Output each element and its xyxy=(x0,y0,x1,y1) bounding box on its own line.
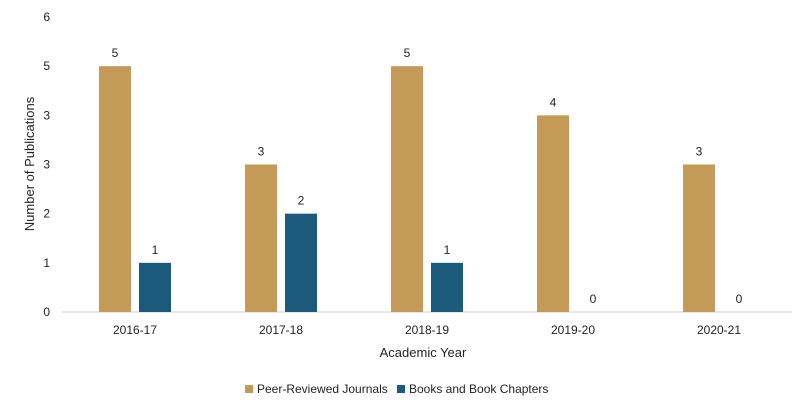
y-tick-label: 3 xyxy=(43,108,50,122)
legend-label: Books and Book Chapters xyxy=(409,382,548,396)
data-label: 5 xyxy=(404,46,411,60)
x-axis-ticks: 2016-17 2017-18 2018-19 2019-20 2020-21 xyxy=(113,323,741,337)
x-tick-label: 2016-17 xyxy=(113,323,157,337)
data-label: 3 xyxy=(696,145,703,159)
bar xyxy=(431,262,463,312)
x-tick-label: 2019-20 xyxy=(551,323,595,337)
data-label: 0 xyxy=(736,292,743,306)
bar xyxy=(99,66,131,313)
x-tick-label: 2017-18 xyxy=(259,323,303,337)
data-label: 1 xyxy=(444,243,451,257)
bar xyxy=(537,115,569,312)
y-tick-label: 3 xyxy=(43,158,50,172)
data-label: 3 xyxy=(258,145,265,159)
y-axis-ticks: 0 1 2 3 3 5 6 xyxy=(43,10,50,319)
y-axis-title: Number of Publications xyxy=(22,96,37,231)
data-label: 4 xyxy=(550,95,557,109)
y-tick-label: 2 xyxy=(43,207,50,221)
y-tick-label: 0 xyxy=(43,305,50,319)
data-label: 5 xyxy=(112,46,119,60)
legend-swatch xyxy=(245,385,253,393)
y-tick-label: 6 xyxy=(43,10,50,24)
legend-swatch xyxy=(397,385,405,393)
y-tick-label: 1 xyxy=(43,256,50,270)
data-label: 0 xyxy=(590,292,597,306)
y-tick-label: 5 xyxy=(43,59,50,73)
legend: Peer-Reviewed Journals Books and Book Cha… xyxy=(245,382,548,396)
bar xyxy=(245,164,277,312)
bar xyxy=(391,66,423,313)
legend-label: Peer-Reviewed Journals xyxy=(257,382,388,396)
bar xyxy=(139,262,171,312)
bar xyxy=(683,164,715,312)
x-tick-label: 2020-21 xyxy=(697,323,741,337)
bar xyxy=(285,213,317,312)
bars-group xyxy=(99,66,715,313)
data-label: 2 xyxy=(298,194,305,208)
data-labels-group: 5 1 3 2 5 1 4 0 3 0 xyxy=(112,46,743,306)
x-axis-title: Academic Year xyxy=(380,345,467,360)
x-tick-label: 2018-19 xyxy=(405,323,449,337)
data-label: 1 xyxy=(152,243,159,257)
